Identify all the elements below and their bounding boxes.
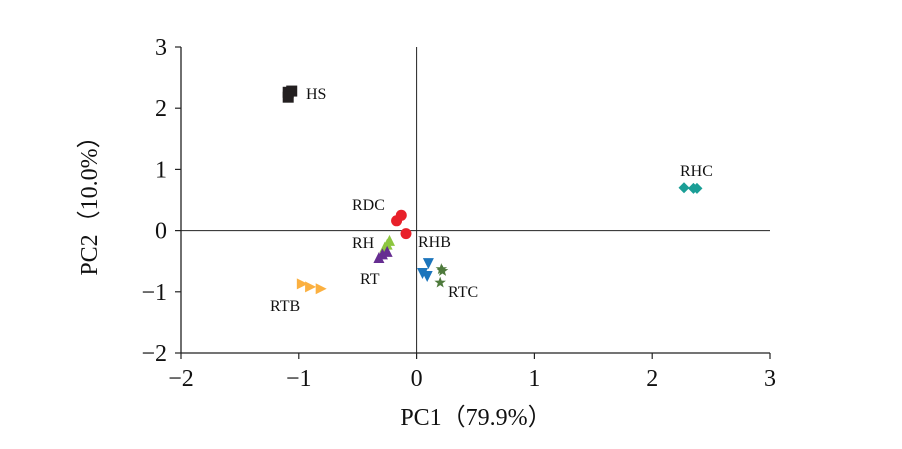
point-rhb [416,267,428,279]
series-rt [373,245,393,264]
y-tick-label: 1 [155,157,167,183]
point-rhb [421,271,433,282]
point-rhb [422,258,434,270]
x-tick-label: 3 [764,366,776,392]
x-tick-label: −2 [168,366,194,392]
group-labels: HS RDC RH RT RTB RHB RTC RHC [270,86,713,315]
point-rdc [400,228,412,240]
series-rtb [296,278,327,295]
series-rhc [678,182,703,194]
series-rdc [391,209,412,240]
group-label-rh: RH [352,235,375,252]
point-rt [381,245,393,257]
point-rhc [691,182,703,194]
group-label-rhc: RHC [680,163,713,180]
x-tick-label: −1 [286,366,312,392]
x-tick-label: 0 [411,366,423,392]
x-axis-label: PC1（79.9%） [400,405,551,431]
series-hs [282,85,298,103]
axes: −2 −1 0 1 2 3 −2 −1 0 1 2 3 [141,35,776,392]
x-tick-label: 1 [528,366,540,392]
point-rtb [296,278,308,290]
y-tick-label: −1 [141,280,167,306]
point-rtb [305,281,317,293]
point-rtc [436,264,449,276]
point-rdc [395,209,407,221]
series-rhb [416,258,434,282]
data-points [282,85,703,295]
x-tick-label: 2 [646,366,658,392]
y-axis-label: PC2（10.0%） [77,124,103,275]
point-rtb [315,283,327,295]
point-rhc [678,182,690,194]
y-tick-label: 0 [155,219,167,245]
y-tick-label: 3 [155,35,167,61]
group-label-rtb: RTB [270,298,300,315]
point-hs [282,91,294,103]
group-label-rtc: RTC [448,284,478,301]
point-hs [286,85,298,97]
group-label-rt: RT [360,271,380,288]
group-label-hs: HS [306,86,326,103]
group-label-rdc: RDC [352,197,385,214]
y-tick-label: −2 [141,341,167,367]
point-rtc [434,276,446,288]
group-label-rhb: RHB [418,234,451,251]
series-rtc [434,263,449,288]
y-tick-label: 2 [155,96,167,122]
